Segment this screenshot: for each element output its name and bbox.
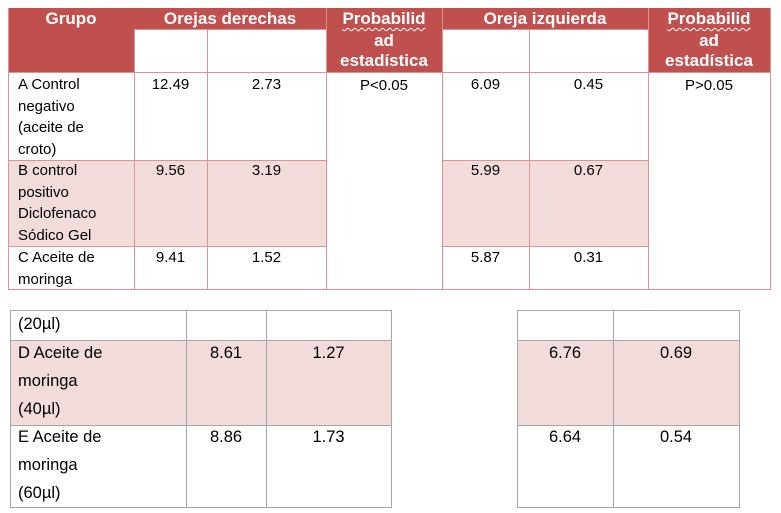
header-oreja-izquierda: Oreja izquierda <box>483 9 607 28</box>
row-a-grupo: A Control negativo (aceite de croto) <box>18 76 84 158</box>
row-d-grupo: D Aceite de moringa (40µl) <box>18 344 103 418</box>
row-a-prob-der: P<0.05 <box>360 77 408 94</box>
row-b-band-right <box>442 160 648 246</box>
header-bg-grupo <box>8 29 134 72</box>
row-d-band-right <box>517 340 740 425</box>
row-c-grupo-continued: (20µl) <box>18 315 61 333</box>
row-d-band-left <box>10 340 392 425</box>
row-a-izq-peso: 6.09 <box>470 76 501 93</box>
row-b-izq-desv: 0.67 <box>573 162 604 179</box>
header-bg-prob1 <box>326 29 442 72</box>
row-d-izq-desv: 0.69 <box>659 344 693 362</box>
row-e-der-desv: 1.73 <box>312 428 345 446</box>
row-e-izq-peso: 6.64 <box>548 428 582 446</box>
row-d-izq-peso: 6.76 <box>548 344 582 362</box>
row-e-izq-desv: 0.54 <box>659 428 693 446</box>
row-d-der-peso: 8.61 <box>209 344 243 362</box>
header-orejas-derechas: Orejas derechas <box>163 9 297 28</box>
row-c-grupo: C Aceite de moringa <box>18 249 95 288</box>
row-b-grupo: B control positivo Diclofenaco Sódico Ge… <box>18 162 97 244</box>
row-c-izq-peso: 5.87 <box>470 249 501 266</box>
row-b-der-desv: 3.19 <box>251 162 282 179</box>
row-c-der-peso: 9.41 <box>155 249 186 266</box>
row-c-izq-desv: 0.31 <box>573 249 604 266</box>
row-b-der-peso: 9.56 <box>155 162 186 179</box>
header-bg-prob2 <box>648 29 770 72</box>
row-a-izq-desv: 0.45 <box>573 76 604 93</box>
row-e-der-peso: 8.86 <box>209 428 243 446</box>
row-c-der-desv: 1.52 <box>251 249 282 266</box>
row-a-der-desv: 2.73 <box>251 76 282 93</box>
header-bg-row1 <box>8 8 770 29</box>
row-a-der-peso: 12.49 <box>151 76 190 93</box>
row-a-prob-izq: P>0.05 <box>685 77 733 94</box>
header-grupo: Grupo <box>45 9 97 28</box>
row-b-izq-peso: 5.99 <box>470 162 501 179</box>
row-b-band-left <box>9 160 326 246</box>
row-e-grupo: E Aceite de moringa (60µl) <box>18 428 102 502</box>
row-d-der-desv: 1.27 <box>312 344 345 362</box>
